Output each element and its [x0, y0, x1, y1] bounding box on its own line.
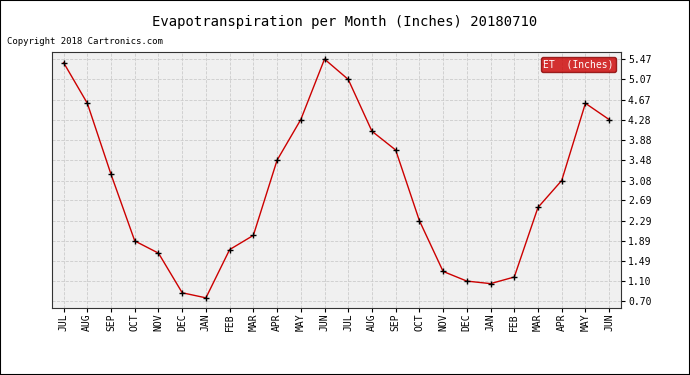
Text: Copyright 2018 Cartronics.com: Copyright 2018 Cartronics.com [7, 38, 163, 46]
Legend: ET  (Inches): ET (Inches) [541, 57, 616, 72]
Text: Evapotranspiration per Month (Inches) 20180710: Evapotranspiration per Month (Inches) 20… [152, 15, 538, 29]
